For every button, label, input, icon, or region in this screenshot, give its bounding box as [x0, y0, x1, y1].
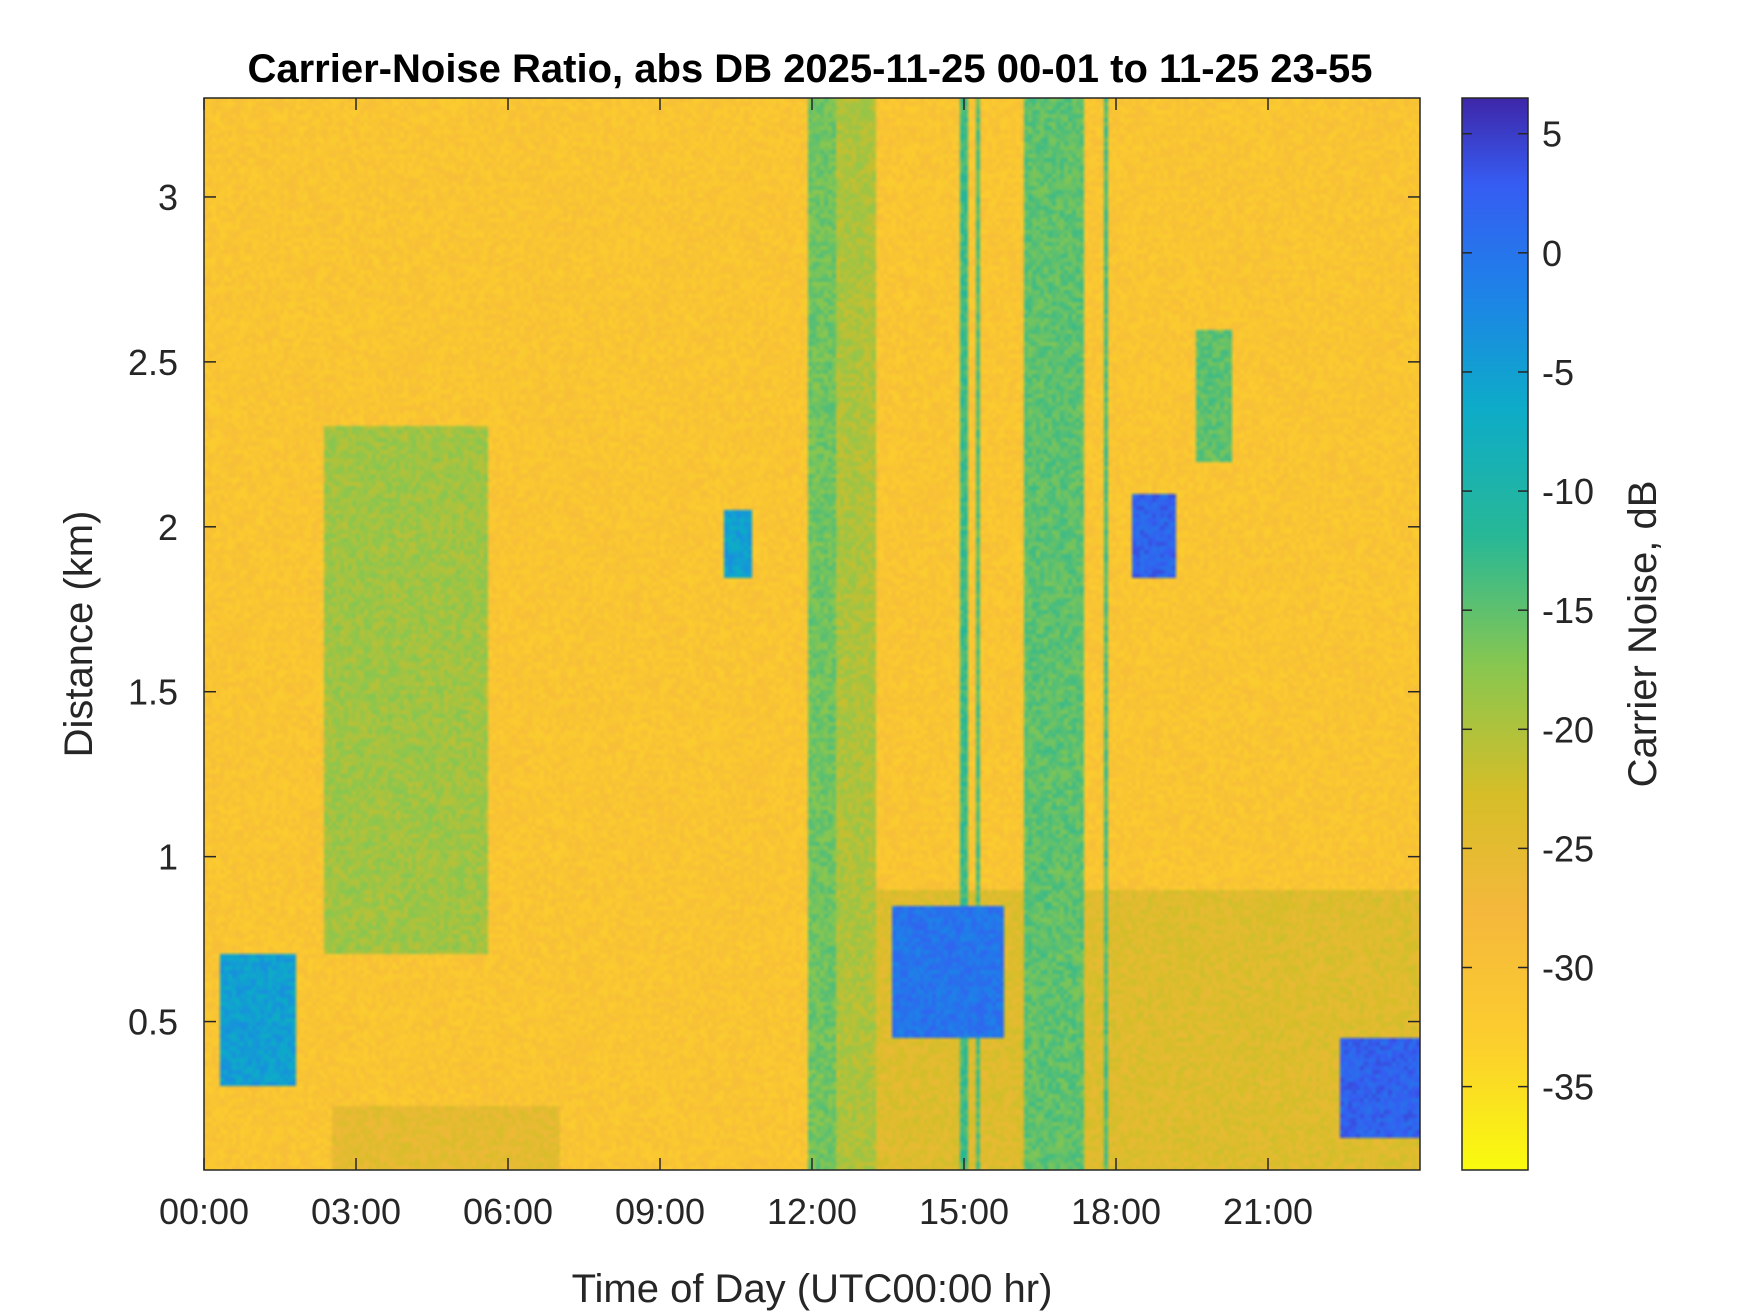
x-tick-label: 00:00: [159, 1191, 249, 1232]
y-tick-label: 0.5: [128, 1002, 178, 1043]
x-tick-label: 03:00: [311, 1191, 401, 1232]
y-tick-label: 3: [158, 177, 178, 218]
plot-area: [203, 97, 1421, 1171]
colorbar-tick-label: 5: [1542, 114, 1562, 155]
y-axis: 0.5 1 1.5 2 2.5 3: [128, 177, 1420, 1043]
colorbar-label: Carrier Noise, dB: [1621, 481, 1665, 788]
x-tick-label: 18:00: [1071, 1191, 1161, 1232]
y-axis-label: Distance (km): [57, 511, 101, 758]
colorbar-tick-label: -20: [1542, 709, 1594, 750]
x-tick-label: 09:00: [615, 1191, 705, 1232]
colorbar-tick-label: -25: [1542, 828, 1594, 869]
colorbar-tick-label: -5: [1542, 352, 1574, 393]
x-tick-label: 12:00: [767, 1191, 857, 1232]
chart-title: Carrier-Noise Ratio, abs DB 2025-11-25 0…: [247, 47, 1372, 91]
x-tick-label: 15:00: [919, 1191, 1009, 1232]
heatmap: [204, 98, 1420, 1170]
colorbar-tick-label: -30: [1542, 948, 1594, 989]
y-tick-label: 1.5: [128, 672, 178, 713]
colorbar-tick-label: -10: [1542, 471, 1594, 512]
x-tick-label: 21:00: [1223, 1191, 1313, 1232]
colorbar-tick-label: 0: [1542, 233, 1562, 274]
x-axis: 00:00 03:00 06:00 09:00 12:00 15:00 18:00 21:00: [159, 98, 1313, 1232]
y-tick-label: 2: [158, 507, 178, 548]
colorbar: 5 0 -5 -10 -15 -20 -25 -30 -35: [1461, 97, 1594, 1171]
colorbar-tick-label: -35: [1542, 1067, 1594, 1108]
colorbar-gradient: [1461, 97, 1529, 1171]
x-axis-label: Time of Day (UTC00:00 hr): [572, 1267, 1053, 1311]
x-tick-label: 06:00: [463, 1191, 553, 1232]
y-tick-label: 1: [158, 837, 178, 878]
y-tick-label: 2.5: [128, 342, 178, 383]
colorbar-tick-label: -15: [1542, 590, 1594, 631]
